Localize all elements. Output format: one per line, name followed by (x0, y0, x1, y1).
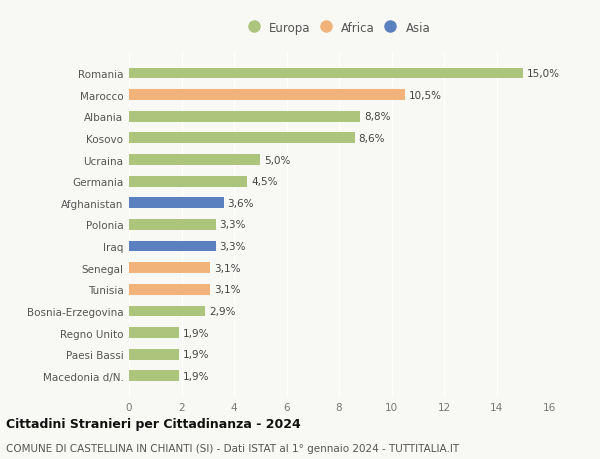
Text: 8,8%: 8,8% (364, 112, 391, 122)
Text: 1,9%: 1,9% (183, 349, 209, 359)
Bar (129, 155, 260, 166)
Text: 2,9%: 2,9% (209, 306, 236, 316)
Bar (129, 241, 215, 252)
Bar (129, 263, 211, 274)
Bar (129, 349, 179, 360)
Text: 15,0%: 15,0% (527, 69, 560, 79)
Bar (129, 306, 205, 317)
Bar (129, 112, 360, 123)
Bar (129, 219, 215, 230)
Legend: Europa, Africa, Asia: Europa, Africa, Asia (243, 17, 435, 40)
Bar (129, 327, 179, 338)
Bar (129, 90, 404, 101)
Text: 1,9%: 1,9% (183, 371, 209, 381)
Text: 10,5%: 10,5% (409, 90, 442, 101)
Bar (129, 176, 247, 187)
Text: 3,3%: 3,3% (220, 220, 246, 230)
Bar (129, 284, 211, 295)
Bar (129, 198, 223, 209)
Bar (129, 133, 355, 144)
Bar (129, 68, 523, 79)
Text: 3,1%: 3,1% (214, 285, 241, 295)
Text: 5,0%: 5,0% (264, 155, 290, 165)
Bar (129, 370, 179, 381)
Text: 1,9%: 1,9% (183, 328, 209, 338)
Text: Cittadini Stranieri per Cittadinanza - 2024: Cittadini Stranieri per Cittadinanza - 2… (6, 418, 301, 431)
Text: COMUNE DI CASTELLINA IN CHIANTI (SI) - Dati ISTAT al 1° gennaio 2024 - TUTTITALI: COMUNE DI CASTELLINA IN CHIANTI (SI) - D… (6, 443, 459, 453)
Text: 3,6%: 3,6% (227, 198, 254, 208)
Text: 4,5%: 4,5% (251, 177, 278, 187)
Text: 3,1%: 3,1% (214, 263, 241, 273)
Text: 8,6%: 8,6% (359, 134, 385, 144)
Text: 3,3%: 3,3% (220, 241, 246, 252)
